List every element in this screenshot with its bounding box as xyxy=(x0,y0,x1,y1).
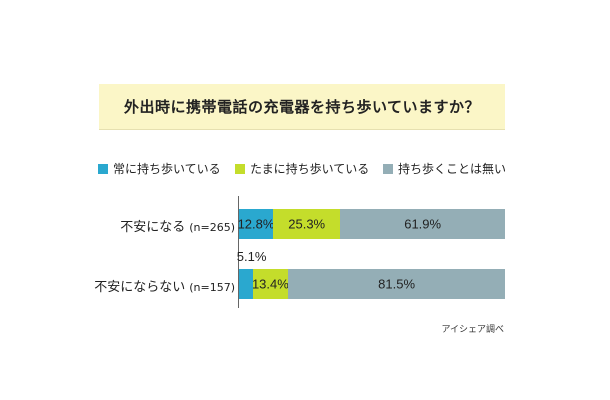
bar-segment-anxious-never: 61.9% xyxy=(340,209,505,239)
legend-label-never: 持ち歩くことは無い xyxy=(398,162,507,176)
data-label-not-anxious-always: 5.1% xyxy=(236,249,267,264)
bar-segment-not-anxious-always xyxy=(239,269,253,299)
source-note: アイシェア調べ xyxy=(441,325,504,335)
chart-title: 外出時に携帯電話の充電器を持ち歩いていますか？ xyxy=(99,84,505,130)
data-label-anxious-always: 12.8% xyxy=(237,216,275,232)
legend-swatch-sometimes xyxy=(235,163,245,174)
bar-segment-anxious-sometimes: 25.3% xyxy=(273,209,341,239)
data-label-anxious-never: 61.9% xyxy=(404,216,442,232)
data-label-not-anxious-sometimes: 13.4% xyxy=(251,276,289,292)
bar-segment-not-anxious-never: 81.5% xyxy=(288,269,505,299)
category-axis-line xyxy=(238,196,239,308)
row-label-anxious: 不安になる (n=265) xyxy=(120,216,235,235)
data-label-not-anxious-never: 81.5% xyxy=(378,276,416,292)
legend-item-sometimes: たまに持ち歩いている xyxy=(235,160,369,177)
legend-item-always: 常に持ち歩いている xyxy=(98,160,221,177)
legend-swatch-always xyxy=(98,163,108,174)
row-label-not-anxious-text: 不安にならない xyxy=(94,280,186,295)
row-label-not-anxious: 不安にならない (n=157) xyxy=(94,276,235,295)
bar-segment-not-anxious-sometimes: 13.4% xyxy=(251,269,289,299)
data-label-anxious-sometimes: 25.3% xyxy=(288,216,326,232)
bar-not-anxious: 13.4% 81.5% xyxy=(239,269,505,299)
row-label-not-anxious-n: (n=157) xyxy=(189,281,235,294)
legend-label-sometimes: たまに持ち歩いている xyxy=(250,162,370,176)
legend-item-never: 持ち歩くことは無い xyxy=(383,160,506,177)
row-label-anxious-text: 不安になる xyxy=(120,220,186,235)
bar-anxious: 12.8% 25.3% 61.9% xyxy=(237,209,505,239)
bar-segment-anxious-always: 12.8% xyxy=(237,209,275,239)
legend-swatch-never xyxy=(383,163,393,174)
legend-label-always: 常に持ち歩いている xyxy=(113,162,221,176)
row-label-anxious-n: (n=265) xyxy=(189,221,235,234)
